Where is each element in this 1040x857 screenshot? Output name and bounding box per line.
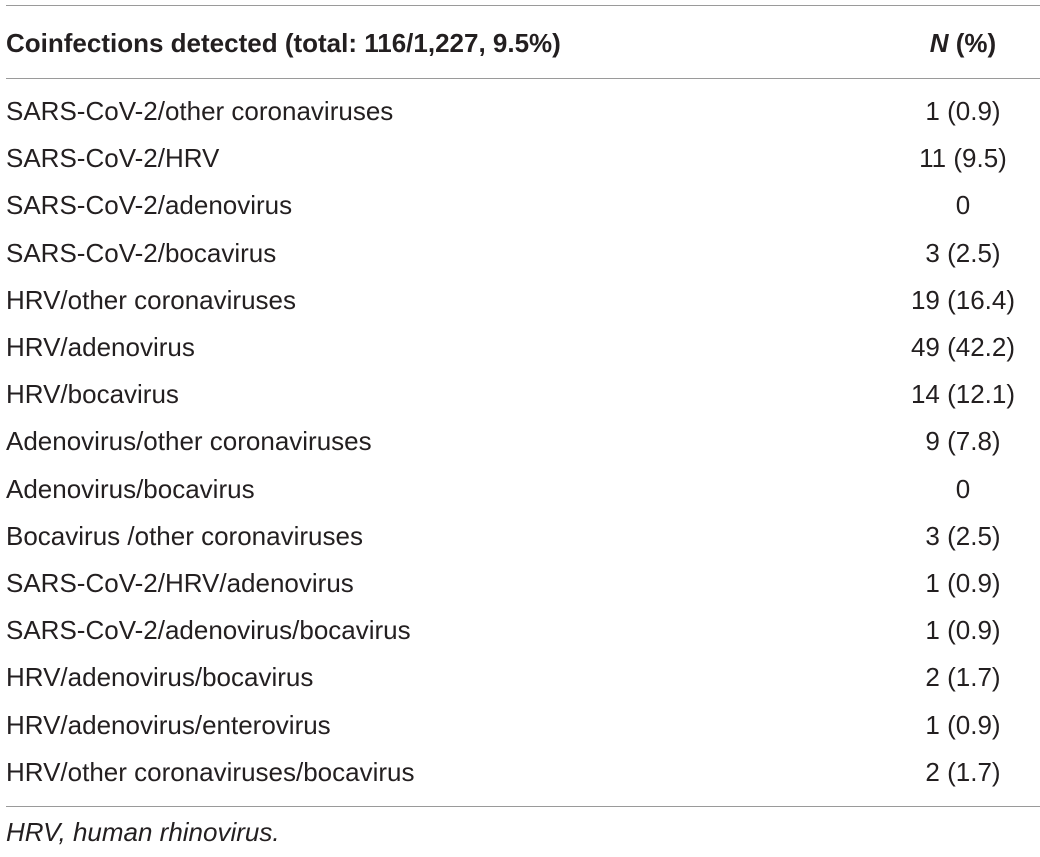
coinfection-label: HRV/other coronaviruses/bocavirus — [6, 756, 415, 787]
coinfection-label: Adenovirus/bocavirus — [6, 473, 255, 504]
table-row: SARS-CoV-2/adenovirus/bocavirus 1 (0.9) — [6, 607, 1040, 654]
header-separator — [6, 78, 1040, 79]
coinfection-label: SARS-CoV-2/adenovirus/bocavirus — [6, 615, 411, 646]
table-row: SARS-CoV-2/HRV/adenovirus 1 (0.9) — [6, 560, 1040, 607]
coinfection-count: 1 (0.9) — [925, 709, 1001, 740]
table-row: HRV/other coronaviruses/bocavirus 2 (1.7) — [6, 749, 1040, 796]
table-body: SARS-CoV-2/other coronaviruses 1 (0.9) SAR… — [6, 88, 1040, 796]
header-pct-label: (%) — [948, 27, 997, 58]
header-n-percent: N (%) — [886, 6, 1040, 79]
table-row: Bocavirus /other coronaviruses 3 (2.5) — [6, 513, 1040, 560]
coinfection-table-container: Coinfections detected (total: 116/1,227,… — [6, 0, 1040, 848]
header-spacer — [6, 79, 1040, 88]
coinfection-label: Adenovirus/other coronaviruses — [6, 426, 372, 457]
coinfection-table: Coinfections detected (total: 116/1,227,… — [6, 6, 1040, 796]
coinfection-count: 1 (0.9) — [925, 615, 1001, 646]
coinfection-count: 0 — [955, 473, 971, 504]
header-n-label: N — [929, 27, 949, 58]
coinfection-count: 49 (42.2) — [910, 332, 1016, 363]
coinfection-count: 3 (2.5) — [925, 237, 1001, 268]
coinfection-count: 14 (12.1) — [910, 379, 1016, 410]
coinfection-label: HRV/adenovirus/bocavirus — [6, 662, 314, 693]
coinfection-count: 9 (7.8) — [925, 426, 1001, 457]
table-row: HRV/bocavirus 14 (12.1) — [6, 371, 1040, 418]
table-row: HRV/adenovirus/enterovirus 1 (0.9) — [6, 701, 1040, 748]
coinfection-count: 1 (0.9) — [925, 96, 1001, 127]
coinfection-label: HRV/other coronaviruses — [6, 284, 296, 315]
table-row: HRV/adenovirus 49 (42.2) — [6, 324, 1040, 371]
coinfection-label: SARS-CoV-2/other coronaviruses — [6, 96, 394, 127]
table-row: SARS-CoV-2/adenovirus 0 — [6, 182, 1040, 229]
coinfection-label: HRV/adenovirus — [6, 332, 195, 363]
coinfection-label: HRV/adenovirus/enterovirus — [6, 709, 331, 740]
coinfection-count: 2 (1.7) — [925, 756, 1001, 787]
coinfection-count: 1 (0.9) — [925, 567, 1001, 598]
table-row: HRV/adenovirus/bocavirus 2 (1.7) — [6, 654, 1040, 701]
coinfection-count: 3 (2.5) — [925, 520, 1001, 551]
table-row: Adenovirus/other coronaviruses 9 (7.8) — [6, 418, 1040, 465]
table-row: Adenovirus/bocavirus 0 — [6, 466, 1040, 513]
coinfection-label: SARS-CoV-2/HRV/adenovirus — [6, 567, 354, 598]
table-row: SARS-CoV-2/bocavirus 3 (2.5) — [6, 230, 1040, 277]
coinfection-label: SARS-CoV-2/HRV — [6, 143, 220, 174]
coinfection-count: 0 — [955, 190, 971, 221]
coinfection-count: 11 (9.5) — [919, 143, 1007, 174]
coinfection-label: SARS-CoV-2/bocavirus — [6, 237, 277, 268]
coinfection-label: HRV/bocavirus — [6, 379, 179, 410]
table-header-row: Coinfections detected (total: 116/1,227,… — [6, 6, 1040, 79]
bottom-rule — [6, 805, 1040, 807]
coinfection-count: 2 (1.7) — [925, 662, 1001, 693]
header-coinfections: Coinfections detected (total: 116/1,227,… — [6, 27, 561, 58]
coinfection-label: Bocavirus /other coronaviruses — [6, 520, 363, 551]
table-footnote: HRV, human rhinovirus. — [6, 816, 280, 847]
coinfection-label: SARS-CoV-2/adenovirus — [6, 190, 293, 221]
top-rule — [6, 5, 1040, 6]
table-row: SARS-CoV-2/HRV 11 (9.5) — [6, 135, 1040, 182]
coinfection-count: 19 (16.4) — [910, 284, 1016, 315]
table-row: SARS-CoV-2/other coronaviruses 1 (0.9) — [6, 88, 1040, 135]
table-row: HRV/other coronaviruses 19 (16.4) — [6, 277, 1040, 324]
